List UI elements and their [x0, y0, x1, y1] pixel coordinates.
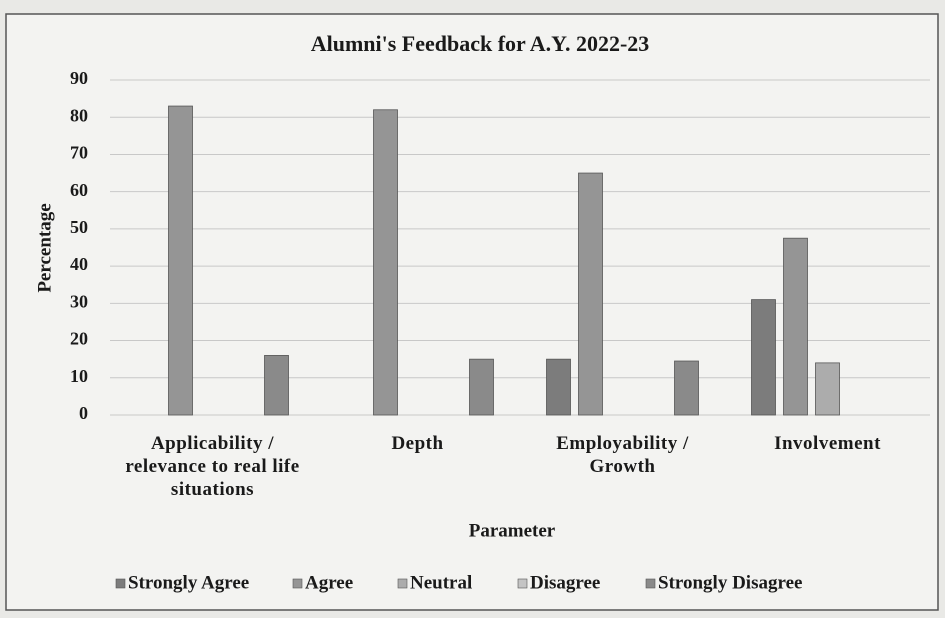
- y-tick-label: 70: [70, 143, 88, 163]
- bar: [264, 355, 289, 416]
- bar: [815, 362, 840, 416]
- legend-label: Disagree: [530, 572, 600, 593]
- bar: [751, 299, 776, 416]
- x-axis-label: Parameter: [469, 520, 556, 541]
- legend-swatch: [115, 578, 126, 589]
- legend-swatch: [517, 578, 528, 589]
- bar: [168, 105, 193, 416]
- y-tick-label: 20: [70, 329, 88, 349]
- x-tick-label: Applicability / relevance to real life s…: [125, 433, 300, 500]
- bar: [469, 358, 494, 416]
- y-tick-label: 40: [70, 254, 88, 274]
- legend-swatch: [397, 578, 408, 589]
- legend-label: Strongly Disagree: [658, 572, 802, 593]
- legend-label: Neutral: [410, 572, 472, 593]
- chart-title: Alumni's Feedback for A.Y. 2022-23: [311, 31, 650, 56]
- bar: [373, 109, 398, 416]
- y-tick-label: 50: [70, 217, 88, 237]
- y-tick-label: 0: [79, 403, 88, 423]
- y-tick-label: 10: [70, 366, 88, 386]
- legend-swatch: [292, 578, 303, 589]
- y-tick-label: 80: [70, 105, 88, 125]
- y-tick-label: 30: [70, 291, 88, 311]
- legend-swatch: [645, 578, 656, 589]
- x-tick-label: Involvement: [774, 433, 881, 454]
- bar: [674, 360, 699, 416]
- bar: [546, 358, 571, 416]
- legend-label: Agree: [305, 572, 353, 593]
- bar: [783, 237, 808, 416]
- y-tick-label: 90: [70, 68, 88, 88]
- y-axis-label: Percentage: [34, 203, 55, 292]
- y-tick-label: 60: [70, 180, 88, 200]
- chart-border: [5, 13, 939, 611]
- legend-label: Strongly Agree: [128, 572, 249, 593]
- bar: [578, 172, 603, 416]
- x-tick-label: Employability / Growth: [556, 433, 689, 477]
- x-tick-label: Depth: [391, 433, 444, 454]
